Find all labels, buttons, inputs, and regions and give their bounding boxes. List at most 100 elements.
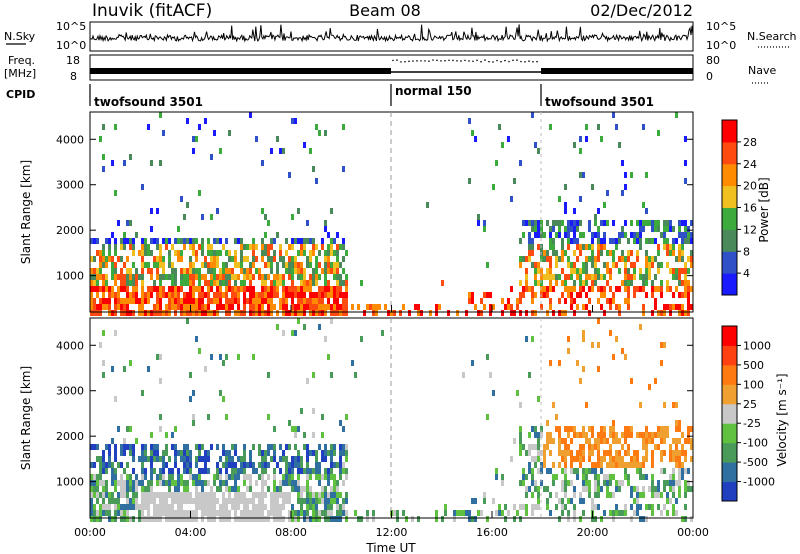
data-cell	[276, 262, 279, 268]
data-cell	[630, 516, 633, 522]
data-cell	[189, 462, 192, 468]
data-cell	[498, 124, 501, 130]
data-cell	[159, 244, 162, 250]
data-cell	[687, 486, 690, 492]
data-cell	[222, 292, 225, 298]
data-cell	[528, 372, 531, 378]
data-cell	[216, 310, 219, 316]
data-cell	[585, 486, 588, 492]
data-cell	[183, 244, 186, 250]
data-cell	[264, 286, 267, 292]
data-cell	[207, 262, 210, 268]
data-cell	[594, 220, 597, 226]
data-cell	[318, 444, 321, 450]
data-cell	[138, 304, 141, 310]
data-cell	[654, 304, 657, 310]
data-cell	[303, 286, 306, 292]
colorbar-swatch	[722, 251, 737, 274]
data-cell	[201, 250, 204, 256]
data-cell	[240, 250, 243, 256]
data-cell	[645, 426, 648, 432]
data-cell	[342, 498, 345, 504]
data-cell	[687, 238, 690, 244]
data-cell	[579, 196, 582, 202]
data-cell	[228, 130, 231, 136]
data-cell	[141, 462, 144, 468]
data-cell	[306, 444, 309, 450]
data-cell	[261, 462, 264, 468]
data-cell	[171, 244, 174, 250]
data-cell	[522, 480, 525, 486]
data-cell	[498, 504, 501, 510]
data-cell	[96, 250, 99, 256]
data-cell	[660, 232, 663, 238]
data-cell	[543, 256, 546, 262]
data-cell	[618, 438, 621, 444]
data-cell	[168, 304, 171, 310]
data-cell	[174, 516, 177, 522]
data-cell	[207, 480, 210, 486]
data-cell	[207, 268, 210, 274]
data-cell	[627, 444, 630, 450]
data-cell	[174, 450, 177, 456]
data-cell	[270, 504, 273, 510]
data-cell	[129, 154, 132, 160]
data-cell	[207, 286, 210, 292]
data-cell	[192, 136, 195, 142]
nave-dot	[496, 59, 498, 62]
data-cell	[600, 456, 603, 462]
data-cell	[687, 298, 690, 304]
data-cell	[231, 274, 234, 280]
data-cell	[678, 256, 681, 262]
data-cell	[480, 298, 483, 304]
data-cell	[291, 474, 294, 480]
data-cell	[624, 468, 627, 474]
data-cell	[321, 310, 324, 316]
data-cell	[174, 274, 177, 280]
data-cell	[291, 468, 294, 474]
ytick-label: 3000	[56, 385, 84, 398]
colorbar-tick-label: 100	[743, 378, 764, 391]
data-cell	[648, 432, 651, 438]
data-cell	[558, 462, 561, 468]
data-cell	[159, 262, 162, 268]
nave-label: Nave	[748, 64, 776, 77]
data-cell	[243, 504, 246, 510]
data-cell	[657, 268, 660, 274]
data-cell	[294, 330, 297, 336]
data-cell	[567, 226, 570, 232]
data-cell	[294, 462, 297, 468]
data-cell	[327, 292, 330, 298]
data-cell	[519, 450, 522, 456]
data-cell	[243, 298, 246, 304]
data-cell	[297, 238, 300, 244]
data-cell	[111, 286, 114, 292]
nave-dot	[404, 60, 406, 63]
data-cell	[210, 250, 213, 256]
data-cell	[288, 480, 291, 486]
data-cell	[555, 250, 558, 256]
data-cell	[642, 310, 645, 316]
data-cell	[546, 292, 549, 298]
data-cell	[174, 280, 177, 286]
data-cell	[585, 124, 588, 130]
data-cell	[633, 462, 636, 468]
data-cell	[168, 474, 171, 480]
data-cell	[579, 378, 582, 384]
data-cell	[141, 492, 144, 498]
data-cell	[453, 516, 456, 522]
data-cell	[183, 462, 186, 468]
data-cell	[213, 498, 216, 504]
data-cell	[531, 250, 534, 256]
data-cell	[333, 480, 336, 486]
data-cell	[564, 492, 567, 498]
data-cell	[663, 426, 666, 432]
data-cell	[309, 492, 312, 498]
data-cell	[471, 498, 474, 504]
data-cell	[327, 262, 330, 268]
data-cell	[504, 504, 507, 510]
data-cell	[165, 292, 168, 298]
data-cell	[516, 304, 519, 310]
data-cell	[204, 462, 207, 468]
data-cell	[597, 250, 600, 256]
